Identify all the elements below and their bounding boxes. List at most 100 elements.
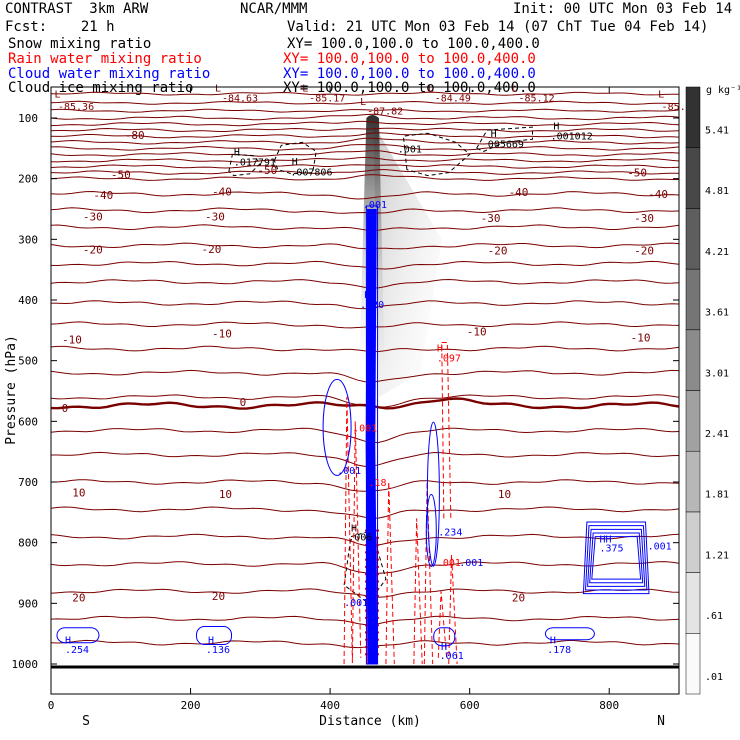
temp-contour-label: -30	[205, 210, 225, 223]
extremum-label: .001	[459, 558, 483, 569]
colorbar-label: 3.01	[705, 368, 729, 379]
y-tick-label: 900	[18, 597, 38, 610]
cloud-water-contour	[322, 378, 352, 476]
colorbar-label: 4.21	[705, 247, 729, 258]
cloud-water-contour	[56, 627, 100, 644]
extremum-label: .001	[363, 200, 387, 211]
temp-contour	[50, 190, 680, 200]
y-tick-label: 500	[18, 355, 38, 368]
extremum-label: L	[360, 97, 366, 108]
axes: 0 200 400 600 800100200300400500600700800900…	[12, 87, 679, 712]
temp-contour	[50, 242, 680, 250]
extremum-label: H	[553, 121, 559, 132]
field-snow-label: Snow mixing ratio	[8, 36, 152, 52]
temp-contour-label: -20	[202, 243, 222, 256]
temp-contour-label: 0	[62, 402, 69, 415]
rain-contour	[437, 591, 448, 658]
extremum-label: .001	[437, 558, 461, 569]
cloud-water-core	[371, 208, 376, 665]
temp-contour	[50, 120, 680, 127]
temp-contour-zero	[50, 397, 680, 410]
temp-contour	[50, 169, 680, 175]
temp-contour-label: 20	[212, 590, 225, 603]
extremum-label: 005669	[488, 139, 524, 150]
colorbar-swatch	[685, 511, 701, 573]
snow-contour	[343, 529, 387, 605]
cloud-water-core	[368, 208, 372, 665]
cloud-water-core	[370, 208, 374, 665]
rain-contour	[448, 554, 458, 665]
temp-contour	[50, 369, 680, 383]
cloud-water-contour	[425, 494, 437, 568]
temp-contour	[50, 137, 680, 145]
colorbar: .01 .61 1.21 1.81 2.41 3.01 3.61 4.21 4.81 5.41	[685, 86, 729, 695]
temp-contour-label: -20	[634, 244, 654, 257]
y-tick-label: 700	[18, 476, 38, 489]
cloud-water-contour	[426, 421, 440, 567]
cloud-water-contours	[56, 205, 650, 665]
temp-contour	[50, 156, 680, 163]
colorbar-label: 1.21	[705, 550, 729, 561]
y-tick-label: 200	[18, 173, 38, 186]
plot-frame	[50, 86, 680, 695]
cloud-water-core	[366, 208, 371, 665]
temp-contour	[50, 132, 680, 139]
field-cloudwater-label: Cloud water mixing ratio	[8, 66, 211, 82]
snow-contour	[475, 126, 533, 152]
extremum-label: .234	[438, 528, 462, 539]
extremum-label: H	[65, 636, 71, 647]
left-title: CONTRAST 3km ARW	[5, 1, 149, 17]
temp-contour	[50, 144, 680, 151]
temp-contour	[50, 127, 680, 133]
extremum-label: .18	[368, 478, 386, 489]
temp-contour	[50, 345, 680, 353]
x-tick-label: 800	[599, 699, 619, 712]
x-end-label-left: S	[82, 714, 90, 729]
y-tick-label: 600	[18, 415, 38, 428]
extremum-label: HH	[599, 534, 611, 545]
temp-contour-label: -10	[631, 332, 651, 345]
temperature-contours	[50, 91, 680, 649]
temp-contour	[50, 108, 680, 113]
temp-contour-label: -20	[83, 244, 103, 257]
colorbar-label: .01	[705, 672, 723, 683]
temp-contour-label: 10	[72, 486, 85, 499]
extremum-label: L	[512, 84, 518, 95]
temp-contour	[50, 479, 680, 492]
temp-contour	[50, 300, 680, 310]
cloud-water-contour	[587, 528, 646, 587]
temp-contour	[50, 321, 680, 329]
y-tick-label: 800	[18, 537, 38, 550]
extremum-label: .001	[337, 466, 361, 477]
y-axis-title: Pressure (hPa)	[4, 335, 19, 445]
temp-contour-label: -40	[648, 188, 668, 201]
extremum-label: H	[351, 524, 357, 535]
field-rain-xy: XY= 100.0,100.0 to 100.0,400.0	[283, 51, 536, 67]
extremum-label: H	[234, 147, 240, 158]
temp-contour	[50, 506, 680, 519]
temp-contour	[50, 207, 680, 214]
cloud-water-contour	[589, 532, 644, 584]
colorbar-unit: g kg⁻¹	[706, 85, 740, 96]
y-tick-label: 300	[18, 233, 38, 246]
extremum-label: H	[364, 290, 370, 301]
cloud-water-contour	[582, 521, 650, 595]
temp-contour-label: -50	[627, 167, 647, 180]
extremum-label: -85.36	[58, 102, 94, 113]
temp-contour	[50, 561, 680, 574]
extremum-label: L	[302, 84, 308, 95]
extremum-label: H	[491, 129, 497, 140]
colorbar-swatch	[685, 572, 701, 634]
extremum-label: H	[292, 157, 298, 168]
extremum-label: H	[208, 636, 214, 647]
y-tick-label: 100	[18, 112, 38, 125]
snow-contours	[228, 126, 533, 605]
snow-shading-fan	[373, 124, 442, 398]
extremum-label: .007806	[290, 167, 332, 178]
temp-contour	[51, 451, 680, 467]
temp-contour	[50, 91, 680, 96]
colorbar-label: 3.61	[705, 308, 729, 319]
rain-contour	[423, 481, 434, 665]
rain-contour	[441, 341, 452, 519]
rain-contour	[413, 518, 423, 665]
